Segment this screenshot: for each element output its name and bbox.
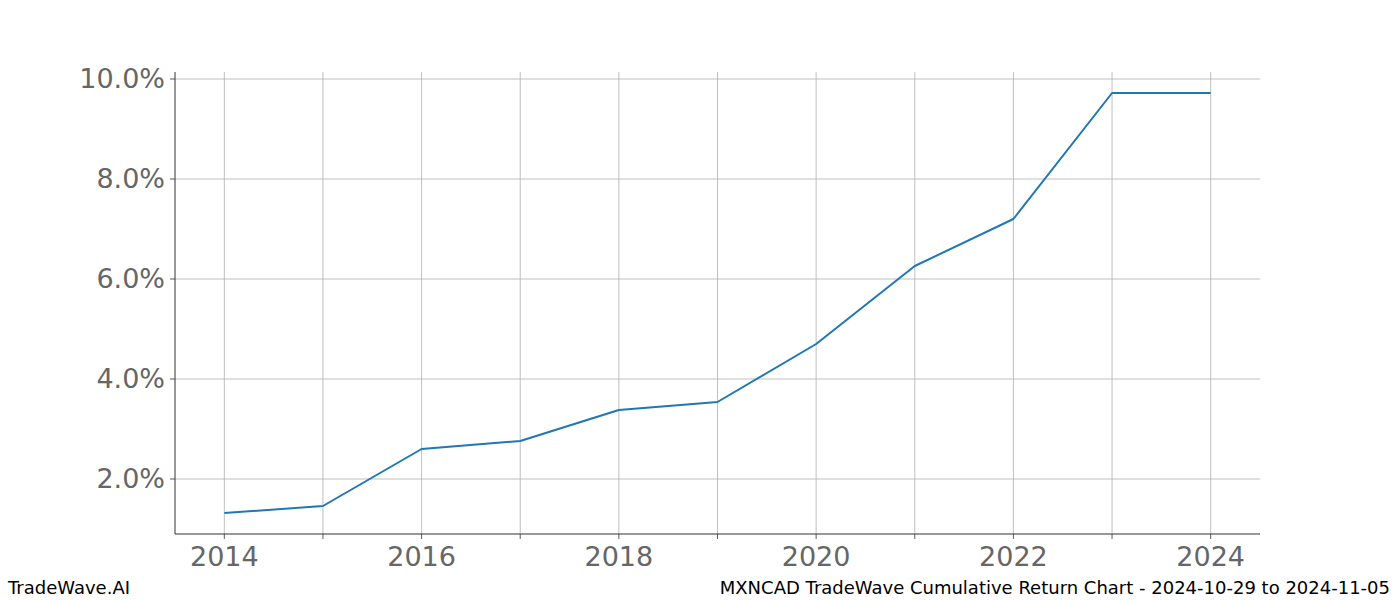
x-tick-label: 2022 [979, 541, 1048, 572]
grid [175, 72, 1260, 534]
x-tick [322, 534, 323, 539]
y-grid-line [175, 479, 1260, 480]
x-grid-line [914, 72, 915, 534]
x-axis-line [175, 534, 1260, 535]
x-tick-label: 2016 [387, 541, 456, 572]
y-grid-line [175, 379, 1260, 380]
y-axis-line [175, 72, 176, 534]
y-tick-label: 2.0% [96, 463, 165, 494]
x-grid-line [1112, 72, 1113, 534]
x-grid-line [421, 72, 422, 534]
watermark: TradeWave.AI [7, 577, 130, 598]
y-grid-line [175, 79, 1260, 80]
x-tick [618, 534, 619, 539]
x-grid-line [1210, 72, 1211, 534]
title: MXNCAD TradeWave Cumulative Return Chart… [720, 577, 1390, 598]
x-tick [717, 534, 718, 539]
y-tick [170, 479, 175, 480]
x-grid-line [717, 72, 718, 534]
x-tick [816, 534, 817, 539]
y-tick [170, 279, 175, 280]
y-tick [170, 179, 175, 180]
x-tick [1013, 534, 1014, 539]
chart: 2014 2016 2018 2020 2022 2024 2.0% 4.0% 6.0% 8.0%… [0, 0, 1400, 600]
x-grid-line [322, 72, 323, 534]
y-tick-label: 8.0% [96, 163, 165, 194]
y-tick [170, 379, 175, 380]
y-tick-label: 6.0% [96, 263, 165, 294]
y-grid-line [175, 279, 1260, 280]
x-tick-label: 2024 [1176, 541, 1245, 572]
series-line [224, 93, 1210, 513]
y-tick-label: 10.0% [79, 63, 165, 94]
x-tick-label: 2018 [585, 541, 654, 572]
x-grid-line [816, 72, 817, 534]
x-grid-line [520, 72, 521, 534]
x-tick [224, 534, 225, 539]
x-tick [520, 534, 521, 539]
plot-data [224, 93, 1210, 513]
y-tick [170, 79, 175, 80]
y-grid-line [175, 179, 1260, 180]
x-tick [914, 534, 915, 539]
y-tick-label: 4.0% [96, 363, 165, 394]
x-tick-label: 2014 [190, 541, 259, 572]
x-tick [421, 534, 422, 539]
x-grid-line [618, 72, 619, 534]
axes: 2014 2016 2018 2020 2022 2024 2.0% 4.0% 6.0% 8.0%… [79, 63, 1260, 572]
x-grid-line [224, 72, 225, 534]
x-tick [1112, 534, 1113, 539]
x-tick [1210, 534, 1211, 539]
x-tick-label: 2020 [782, 541, 851, 572]
x-grid-line [1013, 72, 1014, 534]
